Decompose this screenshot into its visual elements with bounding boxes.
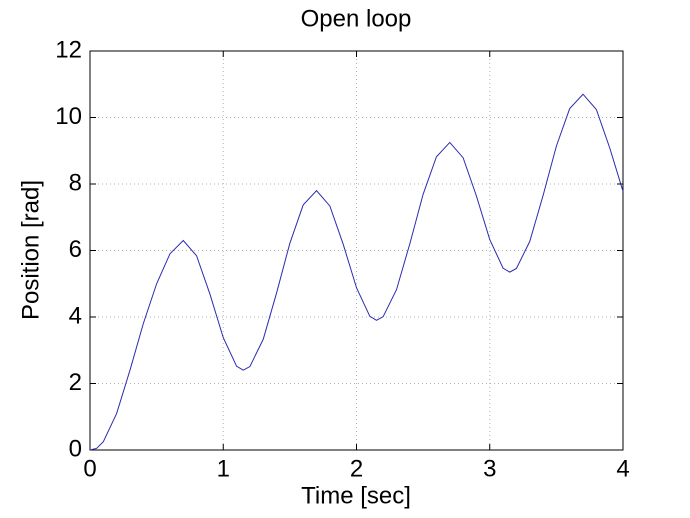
y-tick-label: 4 (69, 302, 82, 329)
x-tick-label: 0 (83, 455, 96, 482)
y-tick-label: 8 (69, 169, 82, 196)
y-tick-label: 12 (55, 36, 82, 63)
x-tick-label: 4 (616, 455, 629, 482)
x-tick-label: 3 (483, 455, 496, 482)
x-axis-label: Time [sec] (301, 482, 411, 509)
plot-frame (89, 50, 624, 451)
data-line (89, 93, 624, 451)
y-tick-label: 10 (55, 103, 82, 130)
y-tick-label: 0 (69, 435, 82, 462)
y-tick-label: 2 (69, 369, 82, 396)
y-axis-label: Position [rad] (17, 180, 44, 320)
chart-title: Open loop (301, 5, 412, 32)
x-tick-label: 2 (350, 455, 363, 482)
x-tick-label: 1 (217, 455, 230, 482)
y-tick-label: 6 (69, 236, 82, 263)
